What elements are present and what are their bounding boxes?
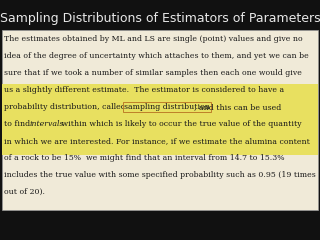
Text: out of 20).: out of 20). [4, 188, 45, 196]
Text: intervals: intervals [30, 120, 65, 128]
Text: Sampling Distributions of Estimators of Parameters: Sampling Distributions of Estimators of … [0, 12, 320, 25]
FancyBboxPatch shape [2, 30, 318, 210]
Text: probability distribution, called its: probability distribution, called its [4, 103, 140, 111]
Text: includes the true value with some specified probability such as 0.95 (19 times: includes the true value with some specif… [4, 171, 316, 179]
Text: us a slightly different estimate.  The estimator is considered to have a: us a slightly different estimate. The es… [4, 86, 284, 94]
Text: , and this can be used: , and this can be used [194, 103, 281, 111]
Text: in which we are interested. For instance, if we estimate the alumina content: in which we are interested. For instance… [4, 137, 310, 145]
Text: The estimates obtained by ML and LS are single (point) values and give no: The estimates obtained by ML and LS are … [4, 35, 303, 43]
Text: sampling distribution: sampling distribution [124, 103, 210, 111]
FancyBboxPatch shape [2, 84, 318, 155]
Text: of a rock to be 15%  we might find that an interval from 14.7 to 15.3%: of a rock to be 15% we might find that a… [4, 154, 284, 162]
Text: to find: to find [4, 120, 33, 128]
Text: sure that if we took a number of similar samples then each one would give: sure that if we took a number of similar… [4, 69, 302, 77]
Text: idea of the degree of uncertainty which attaches to them, and yet we can be: idea of the degree of uncertainty which … [4, 52, 309, 60]
Text: within which is likely to occur the true value of the quantity: within which is likely to occur the true… [59, 120, 302, 128]
